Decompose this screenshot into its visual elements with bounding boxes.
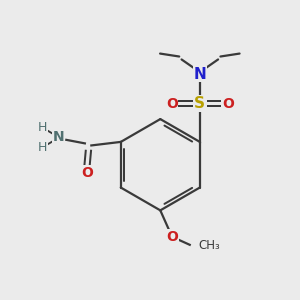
Text: H: H [38,141,47,154]
Text: CH₃: CH₃ [199,239,220,252]
Text: O: O [222,97,234,111]
Text: N: N [194,67,206,82]
Text: O: O [81,166,93,180]
Text: N: N [53,130,65,145]
Text: S: S [194,96,205,111]
Text: O: O [166,230,178,244]
Text: O: O [166,97,178,111]
Text: H: H [38,121,47,134]
